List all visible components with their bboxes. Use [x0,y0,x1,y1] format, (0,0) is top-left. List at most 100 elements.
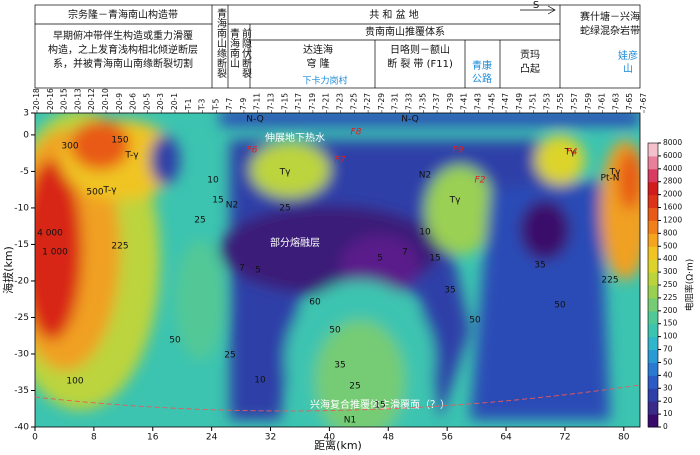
x-tick-label: 48 [383,433,395,443]
colorbar-cell [648,272,658,286]
x-tick-label: 80 [618,433,630,443]
station-label: 7-45 [487,93,496,110]
annotation: 60 [309,298,321,308]
annotation: 7 [402,248,408,258]
x-tick-label: 64 [500,433,512,443]
annotation: 50 [169,336,181,346]
annotation: 50 [554,301,566,311]
y-tick-label: -30 [14,349,29,359]
annotation: Tγ [609,168,621,178]
fault-label: 青海南山缘断裂 [215,7,227,79]
colorbar-tick-label: 6000 [663,151,682,160]
annotation: 4 000 [37,229,63,239]
annotation: 150 [111,136,128,146]
colorbar-tick-label: 2000 [663,190,682,199]
road-label: 公路 [472,72,492,85]
annotation: 10 [207,176,219,186]
station-label: T-1 [184,98,193,111]
colorbar-cell [648,220,658,234]
annotation: 15 [374,401,385,411]
y-tick-label: -40 [14,423,29,433]
mountain-label: 娃彦 [618,49,638,62]
annotation: 10 [419,228,431,238]
colorbar-label: 电阻率(Ω·m) [684,259,696,312]
annotation: 300 [61,142,78,152]
annotation: 50 [329,326,341,336]
annotation: N-Q [246,115,263,125]
annotation: N1 [344,416,356,426]
nappe-label: 贵南南山推覆体系 [365,25,445,38]
station-label: 20-12 [87,88,96,110]
annotation: 部分熔融层 [270,236,320,249]
colorbar-cell [648,181,658,196]
station-label: 20-15 [60,88,69,110]
y-tick-label: -5 [20,167,29,177]
annotation: N2 [226,201,238,211]
basin-label: 共 和 盆 地 [369,8,419,21]
colorbar-cell [648,414,658,428]
zone-desc: 构造，之上发育浅构相北倾逆断层 [48,43,198,56]
station-label: 7-25 [349,93,358,110]
header-frame [34,4,641,89]
station-label: 7-13 [267,93,276,110]
station-label: 7-49 [515,93,524,110]
fault-zone-label: 日咯则－额山 [390,43,450,56]
station-label: 7-19 [308,93,317,110]
annotation: Tγ [564,148,576,158]
annotation: 25 [279,204,290,214]
x-tick-label: 72 [559,433,570,443]
station-label: 7-63 [611,93,620,110]
station-label: T-5 [211,98,220,111]
colorbar-tick-label: 100 [663,332,678,341]
station-label: 7-7 [225,98,234,110]
station-label: 7-29 [377,93,386,110]
x-tick-label: 16 [147,433,159,443]
annotation: F4 [567,148,578,158]
zone-label: 赛什塘－兴海 [580,10,640,23]
annotation: 35 [334,361,345,371]
station-label: 7-31 [391,93,400,110]
y-tick-label: -10 [14,203,29,213]
station-label: 7-21 [322,93,331,110]
colorbar-cell [648,336,658,351]
station-label: 7-59 [584,93,593,110]
station-label: 7-55 [556,93,565,110]
annotation: 25 [224,351,235,361]
colorbar-cell [648,401,658,415]
uplift-label: 贡玛 [520,49,540,61]
x-tick-label: 32 [265,433,276,443]
x-tick-label: 24 [206,433,218,443]
colorbar-cell [648,297,658,312]
colorbar-tick-label: 30 [663,383,673,392]
station-label: 7-11 [253,93,262,110]
colorbar-cell [648,323,658,338]
station-label: 7-23 [336,93,345,110]
station-label: 7-47 [501,93,510,110]
zone-desc: 系，并被青海南山南缘断裂切割 [53,57,193,70]
x-axis-label: 距离(km) [314,438,362,452]
annotation: T-γ [124,151,139,161]
colorbar-cell [648,349,658,363]
colorbar-tick-label: 200 [663,306,678,315]
colorbar-tick-label: 800 [663,228,678,237]
slide-surface [34,384,641,412]
annotation: N2 [419,171,431,181]
station-label: 20-10 [101,88,110,110]
annotation: Tγ [279,168,291,178]
annotation: F1 [60,254,71,264]
colorbar-cell [648,285,658,299]
y-tick-label: -25 [14,313,29,323]
annotation: 35 [444,286,455,296]
station-label: 7-61 [598,93,607,110]
colorbar-cell [648,233,658,247]
village-label: 下卡力岗村 [302,75,347,87]
annotation: 7 [239,264,245,274]
station-label: 7-67 [639,93,648,110]
uplift-label: 凸起 [520,63,540,75]
station-label: 7-27 [363,93,372,110]
station-label: 7-37 [432,93,441,110]
colorbar-tick-label: 2800 [663,177,682,186]
annotation: Tγ [449,196,461,206]
colorbar-tick-label: 20 [663,396,673,405]
